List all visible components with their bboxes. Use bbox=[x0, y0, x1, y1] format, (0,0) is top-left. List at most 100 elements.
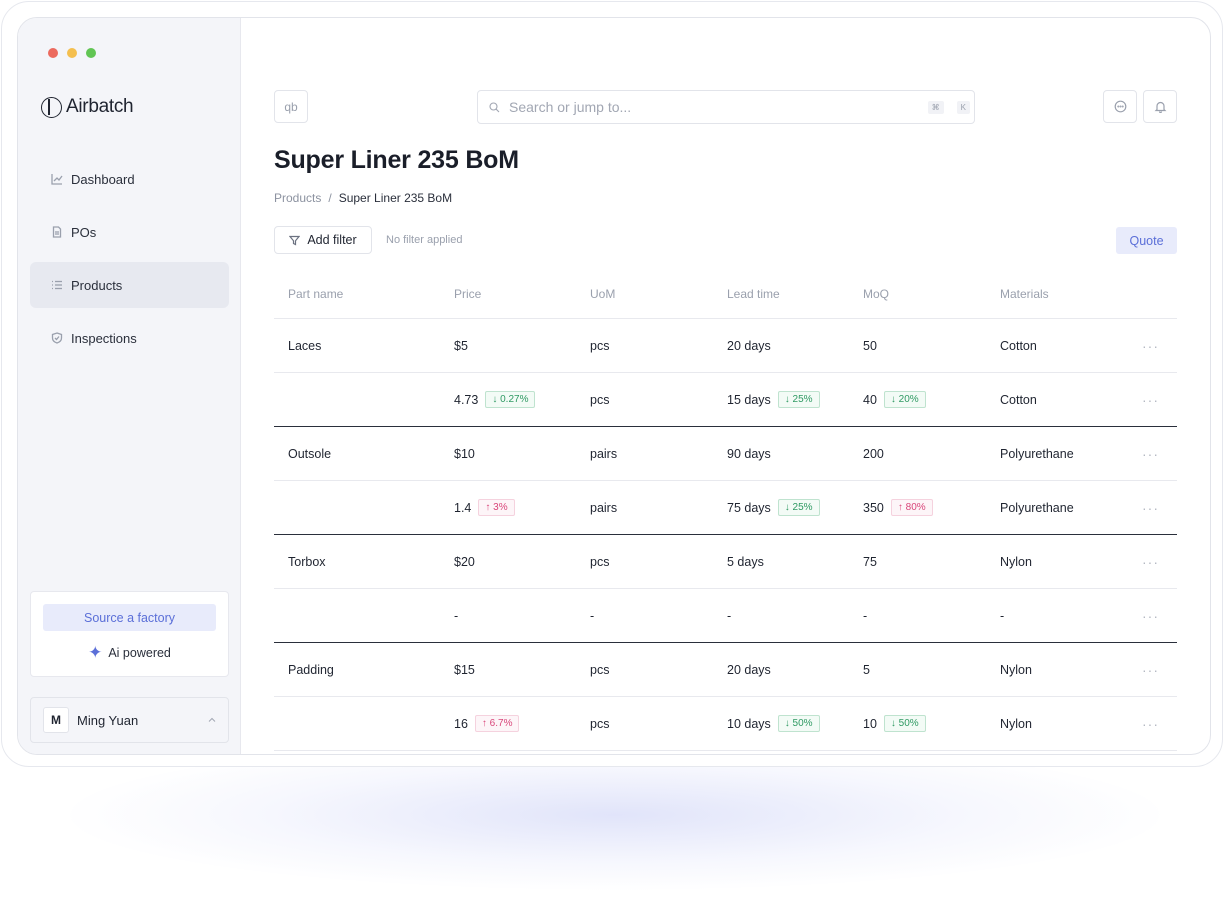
cell-materials-value: Polyurethane bbox=[1000, 500, 1074, 515]
cell-lead-time: 75 days ↓ 25% bbox=[727, 481, 820, 534]
add-filter-label: Add filter bbox=[307, 233, 357, 247]
cell-uom: pcs bbox=[590, 319, 609, 372]
breadcrumb-current: Super Liner 235 BoM bbox=[338, 191, 453, 205]
cell-uom: pcs bbox=[590, 643, 609, 696]
cell-materials: Cotton bbox=[1000, 373, 1037, 426]
cell-price-value: $15 bbox=[454, 662, 475, 677]
minimize-window-dot[interactable] bbox=[67, 48, 77, 58]
list-icon bbox=[52, 280, 62, 290]
table-row[interactable]: Torbox $20 pcs 5 days 75 Nylon ··· bbox=[274, 535, 1177, 589]
sidebar-item-label: Dashboard bbox=[71, 171, 135, 187]
cell-price: $20 bbox=[454, 535, 475, 588]
cell-materials-value: - bbox=[1000, 608, 1005, 623]
sparkle-icon: ✦ bbox=[88, 643, 103, 662]
sidebar-nav: Dashboard POs Products Inspections bbox=[30, 156, 229, 368]
table-header: Part name Price UoM Lead time MoQ Materi… bbox=[274, 270, 1177, 319]
column-header-moq[interactable]: MoQ bbox=[863, 287, 890, 301]
sidebar-item-products[interactable]: Products bbox=[30, 262, 229, 308]
avatar: M bbox=[43, 707, 69, 733]
cell-materials: Polyurethane bbox=[1000, 427, 1074, 480]
cell-price-value: 4.73 bbox=[454, 392, 479, 407]
cell-part-name-value: Torbox bbox=[288, 554, 326, 569]
quote-button[interactable]: Quote bbox=[1116, 227, 1177, 254]
maximize-window-dot[interactable] bbox=[86, 48, 96, 58]
sidebar-item-pos[interactable]: POs bbox=[30, 209, 229, 255]
cell-materials-value: Polyurethane bbox=[1000, 446, 1074, 461]
column-header-uom[interactable]: UoM bbox=[590, 287, 616, 301]
column-header-lead-time[interactable]: Lead time bbox=[727, 287, 780, 301]
user-menu[interactable]: M Ming Yuan bbox=[30, 697, 229, 743]
table-row[interactable]: - - - - - ··· bbox=[274, 589, 1177, 643]
cell-uom-value: pcs bbox=[590, 392, 610, 407]
cell-price: $10 bbox=[454, 427, 475, 480]
change-badge: ↓ 0.27% bbox=[485, 391, 536, 408]
cell-price-value: $5 bbox=[454, 338, 468, 353]
bom-table: Part name Price UoM Lead time MoQ Materi… bbox=[274, 270, 1177, 751]
brand-logo[interactable]: Airbatch bbox=[41, 96, 134, 118]
search-input[interactable]: Search or jump to... ⌘ K bbox=[477, 90, 975, 124]
chat-button[interactable] bbox=[1103, 90, 1137, 123]
shortcut-k-key: K bbox=[956, 100, 970, 114]
change-badge: ↓ 20% bbox=[883, 391, 926, 408]
row-more-icon[interactable]: ··· bbox=[1142, 337, 1159, 354]
cell-uom: pcs bbox=[590, 373, 609, 426]
source-factory-button[interactable]: Source a factory bbox=[43, 604, 216, 631]
cell-materials-value: Nylon bbox=[1000, 716, 1032, 731]
cell-moq-value: - bbox=[863, 608, 868, 623]
cell-lead-time-value: 20 days bbox=[727, 338, 771, 353]
cell-materials-value: Nylon bbox=[1000, 554, 1032, 569]
row-more-icon[interactable]: ··· bbox=[1142, 607, 1159, 624]
cell-moq: 50 bbox=[863, 319, 877, 372]
sidebar-item-inspections[interactable]: Inspections bbox=[30, 315, 229, 361]
cell-moq: 350 ↑ 80% bbox=[863, 481, 933, 534]
row-more-icon[interactable]: ··· bbox=[1142, 445, 1159, 462]
cell-materials-value: Cotton bbox=[1000, 392, 1037, 407]
cell-price: $15 bbox=[454, 643, 475, 696]
cell-lead-time: 20 days bbox=[727, 643, 771, 696]
table-row[interactable]: Laces $5 pcs 20 days 50 Cotton ··· bbox=[274, 319, 1177, 373]
breadcrumb-separator: / bbox=[328, 191, 332, 205]
app-window: Airbatch Dashboard POs Products Inspec bbox=[17, 17, 1211, 755]
search-icon bbox=[489, 101, 500, 112]
cell-uom-value: pcs bbox=[590, 554, 610, 569]
brand-name: Airbatch bbox=[66, 96, 134, 117]
cell-moq-value: 75 bbox=[863, 554, 877, 569]
cell-lead-time-value: - bbox=[727, 608, 732, 623]
column-header-price[interactable]: Price bbox=[454, 287, 482, 301]
document-icon bbox=[52, 226, 62, 238]
table-row[interactable]: Outsole $10 pairs 90 days 200 Polyurethane ··· bbox=[274, 427, 1177, 481]
row-more-icon[interactable]: ··· bbox=[1142, 661, 1159, 678]
row-more-icon[interactable]: ··· bbox=[1142, 499, 1159, 516]
change-badge: ↑ 6.7% bbox=[474, 715, 520, 732]
cell-moq: - bbox=[863, 589, 867, 642]
close-window-dot[interactable] bbox=[48, 48, 58, 58]
cell-lead-time-value: 90 days bbox=[727, 446, 771, 461]
cell-materials: Nylon bbox=[1000, 643, 1032, 696]
table-row[interactable]: Padding $15 pcs 20 days 5 Nylon ··· bbox=[274, 643, 1177, 697]
workspace-switcher[interactable]: qb bbox=[274, 90, 308, 123]
add-filter-button[interactable]: Add filter bbox=[274, 226, 372, 254]
cell-price-value: $10 bbox=[454, 446, 475, 461]
column-header-materials[interactable]: Materials bbox=[1000, 287, 1049, 301]
cell-lead-time: 5 days bbox=[727, 535, 764, 588]
cell-part-name-value: Outsole bbox=[288, 446, 332, 461]
cell-uom-value: pcs bbox=[590, 716, 610, 731]
cell-moq-value: 10 bbox=[863, 716, 877, 731]
filter-icon bbox=[289, 235, 301, 245]
row-more-icon[interactable]: ··· bbox=[1142, 391, 1159, 408]
change-badge: ↓ 50% bbox=[777, 715, 820, 732]
cell-moq: 40 ↓ 20% bbox=[863, 373, 926, 426]
table-row[interactable]: 16 ↑ 6.7% pcs 10 days ↓ 50% 10 ↓ 50% Nylon ··· bbox=[274, 697, 1177, 751]
row-more-icon[interactable]: ··· bbox=[1142, 715, 1159, 732]
cell-uom-value: pcs bbox=[590, 338, 610, 353]
breadcrumb-products-link[interactable]: Products bbox=[274, 191, 322, 205]
sidebar-item-dashboard[interactable]: Dashboard bbox=[30, 156, 229, 202]
cell-uom: pairs bbox=[590, 481, 617, 534]
cell-price-value: - bbox=[454, 608, 459, 623]
row-more-icon[interactable]: ··· bbox=[1142, 553, 1159, 570]
table-row[interactable]: 1.4 ↑ 3% pairs 75 days ↓ 25% 350 ↑ 80% Polyuret… bbox=[274, 481, 1177, 535]
table-row[interactable]: 4.73 ↓ 0.27% pcs 15 days ↓ 25% 40 ↓ 20% Cotton ·… bbox=[274, 373, 1177, 427]
column-header-part-name[interactable]: Part name bbox=[288, 287, 344, 301]
cell-uom: pcs bbox=[590, 697, 609, 750]
notifications-button[interactable] bbox=[1143, 90, 1177, 123]
